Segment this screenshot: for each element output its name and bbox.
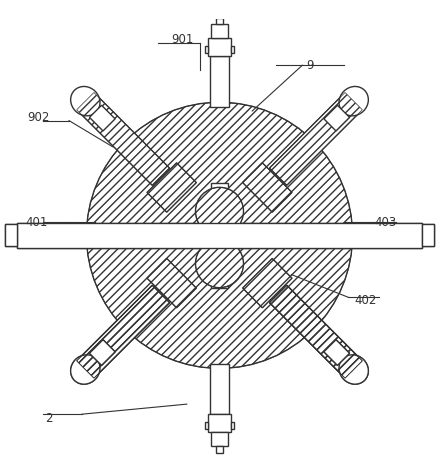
Circle shape (86, 102, 352, 369)
Circle shape (195, 187, 243, 235)
Polygon shape (77, 93, 169, 185)
Polygon shape (242, 163, 291, 212)
Bar (211, 24, 227, 38)
Bar (215, 446, 223, 453)
Polygon shape (242, 258, 291, 308)
Polygon shape (323, 340, 349, 365)
Bar (230, 46, 234, 53)
Bar (17, 223, 421, 247)
Bar (210, 183, 228, 288)
Bar (204, 422, 208, 429)
Ellipse shape (71, 355, 100, 384)
Bar (208, 414, 230, 433)
Polygon shape (89, 105, 115, 131)
Polygon shape (77, 285, 169, 378)
Bar (230, 422, 234, 429)
Polygon shape (323, 340, 349, 365)
Bar (5, 224, 17, 246)
Bar (421, 224, 433, 246)
Polygon shape (269, 93, 361, 185)
Polygon shape (269, 285, 361, 378)
Bar (424, 232, 430, 237)
Text: 9: 9 (306, 59, 314, 72)
Bar (8, 232, 14, 237)
Text: 2: 2 (45, 412, 53, 425)
Polygon shape (77, 285, 169, 378)
Ellipse shape (71, 355, 100, 384)
Circle shape (195, 240, 243, 288)
Bar (204, 46, 208, 53)
Bar (208, 38, 230, 57)
Bar (209, 57, 229, 106)
Ellipse shape (338, 355, 367, 384)
Bar (17, 223, 421, 247)
Bar (421, 224, 433, 246)
Text: 401: 401 (25, 216, 48, 229)
Ellipse shape (338, 355, 367, 384)
Polygon shape (89, 340, 115, 365)
Ellipse shape (338, 86, 367, 116)
Bar (209, 364, 229, 414)
Text: 902: 902 (28, 111, 50, 124)
Bar (211, 433, 227, 446)
Text: 403: 403 (374, 216, 396, 229)
Bar (5, 224, 17, 246)
Text: 901: 901 (170, 32, 193, 46)
Polygon shape (269, 285, 361, 378)
Polygon shape (147, 258, 196, 308)
Polygon shape (89, 340, 115, 365)
Polygon shape (147, 163, 196, 212)
Ellipse shape (71, 86, 100, 116)
Text: 402: 402 (354, 294, 376, 307)
Bar (215, 18, 223, 24)
Polygon shape (323, 105, 349, 131)
